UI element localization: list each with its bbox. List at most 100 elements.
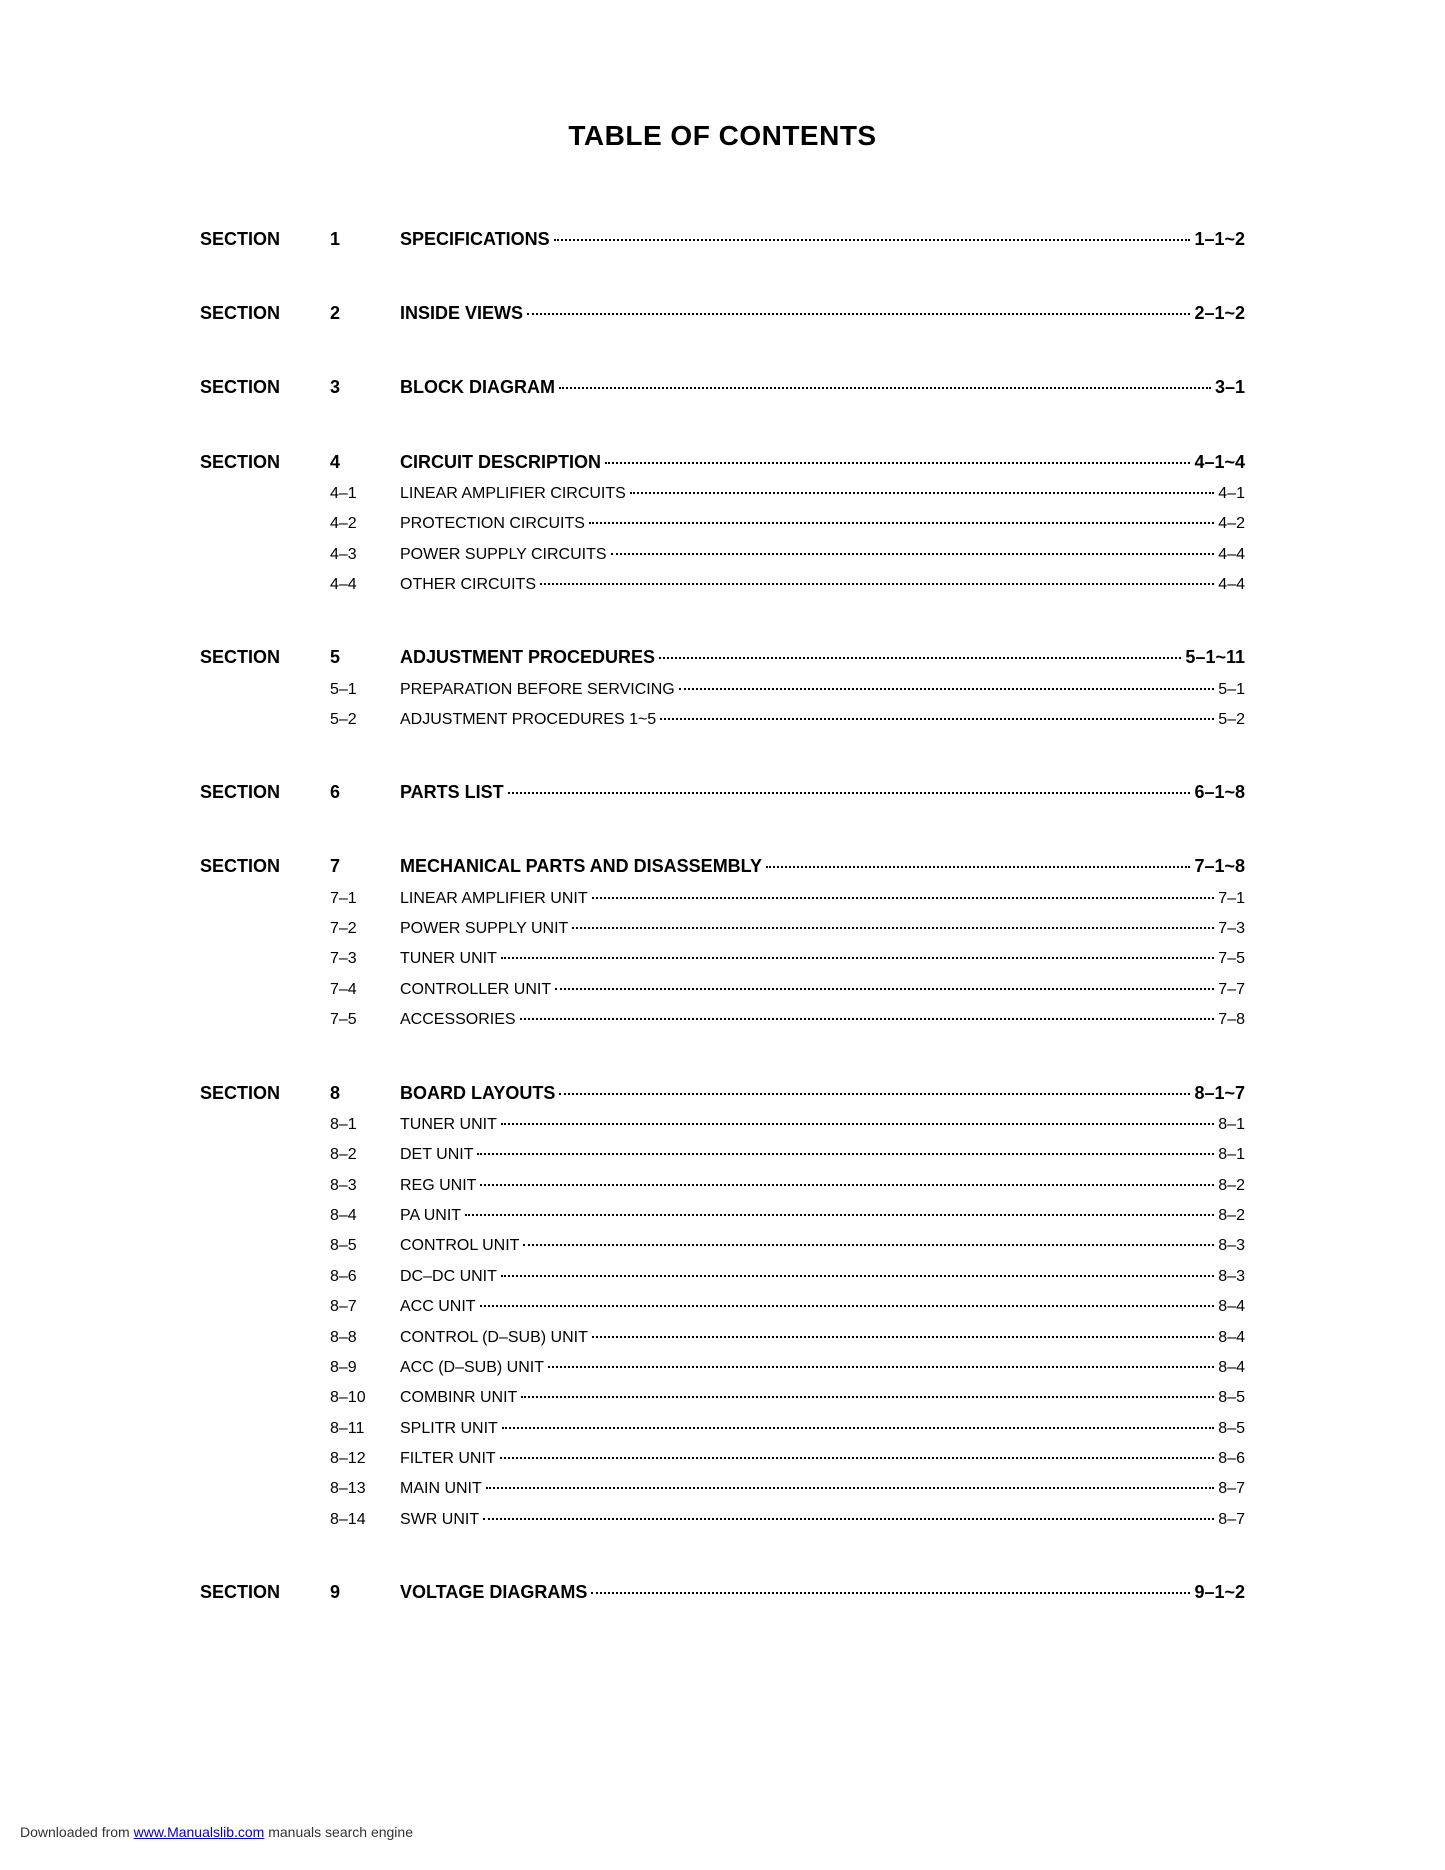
section-label: SECTION [200,775,330,809]
subsection-title: DET UNIT [400,1140,473,1170]
subsection-number: 7–5 [330,1005,400,1035]
subsection-number: 8–3 [330,1171,400,1201]
toc-section-header-row: SECTION7MECHANICAL PARTS AND DISASSEMBLY… [200,849,1245,883]
subsection-title: SWR UNIT [400,1505,479,1535]
subsection-title-cell: CONTROL UNIT 8–3 [400,1231,1245,1261]
subsection-title-cell: DET UNIT 8–1 [400,1140,1245,1170]
subsection-page-ref: 4–4 [1218,570,1245,600]
subsection-title: PA UNIT [400,1201,461,1231]
subsection-title: LINEAR AMPLIFIER CIRCUITS [400,479,626,509]
subsection-title-cell: LINEAR AMPLIFIER CIRCUITS 4–1 [400,479,1245,509]
leader-dots [611,553,1215,555]
subsection-number: 7–2 [330,914,400,944]
toc-subsection-row: 8–2DET UNIT 8–1 [200,1140,1245,1170]
leader-dots [500,1457,1215,1459]
toc-section: SECTION6PARTS LIST 6–1~8 [200,775,1245,809]
section-title-cell: VOLTAGE DIAGRAMS 9–1~2 [400,1575,1245,1609]
footer-suffix: manuals search engine [264,1824,413,1840]
toc-subsection-row: 7–3TUNER UNIT 7–5 [200,944,1245,974]
footer-link[interactable]: www.Manualslib.com [134,1824,265,1840]
toc-subsection-row: 8–11SPLITR UNIT 8–5 [200,1414,1245,1444]
page-title: TABLE OF CONTENTS [200,120,1245,152]
section-number: 3 [330,370,400,404]
subsection-page-ref: 7–7 [1218,975,1245,1005]
section-number: 6 [330,775,400,809]
toc-subsection-row: 8–9ACC (D–SUB) UNIT 8–4 [200,1353,1245,1383]
toc-subsection-row: 8–4PA UNIT 8–2 [200,1201,1245,1231]
section-label: SECTION [200,296,330,330]
subsection-title-cell: POWER SUPPLY CIRCUITS 4–4 [400,540,1245,570]
section-number: 2 [330,296,400,330]
subsection-page-ref: 8–5 [1218,1383,1245,1413]
footer-attribution: Downloaded from www.Manualslib.com manua… [20,1824,413,1840]
subsection-number: 7–1 [330,884,400,914]
subsection-page-ref: 7–5 [1218,944,1245,974]
toc-subsection-row: 4–3POWER SUPPLY CIRCUITS 4–4 [200,540,1245,570]
section-title-cell: PARTS LIST 6–1~8 [400,775,1245,809]
subsection-title-cell: SPLITR UNIT 8–5 [400,1414,1245,1444]
subsection-number: 8–12 [330,1444,400,1474]
section-label: SECTION [200,849,330,883]
subsection-title-cell: TUNER UNIT 7–5 [400,944,1245,974]
section-label: SECTION [200,445,330,479]
section-page-ref: 8–1~7 [1194,1076,1245,1110]
toc-section-header-row: SECTION2INSIDE VIEWS 2–1~2 [200,296,1245,330]
section-title: MECHANICAL PARTS AND DISASSEMBLY [400,849,762,883]
subsection-number: 4–4 [330,570,400,600]
subsection-title: POWER SUPPLY CIRCUITS [400,540,607,570]
subsection-title-cell: ADJUSTMENT PROCEDURES 1~5 5–2 [400,705,1245,735]
subsection-number: 8–10 [330,1383,400,1413]
toc-subsection-row: 8–10COMBINR UNIT 8–5 [200,1383,1245,1413]
leader-dots [555,988,1214,990]
section-page-ref: 9–1~2 [1194,1575,1245,1609]
subsection-title-cell: COMBINR UNIT 8–5 [400,1383,1245,1413]
section-page-ref: 1–1~2 [1194,222,1245,256]
leader-dots [527,313,1190,315]
subsection-title-cell: SWR UNIT 8–7 [400,1505,1245,1535]
subsection-page-ref: 5–2 [1218,705,1245,735]
subsection-number: 8–13 [330,1474,400,1504]
leader-dots [559,1093,1190,1095]
subsection-page-ref: 8–7 [1218,1505,1245,1535]
toc-subsection-row: 8–8CONTROL (D–SUB) UNIT 8–4 [200,1323,1245,1353]
subsection-number: 7–3 [330,944,400,974]
toc-section-header-row: SECTION6PARTS LIST 6–1~8 [200,775,1245,809]
subsection-title-cell: CONTROLLER UNIT 7–7 [400,975,1245,1005]
leader-dots [502,1427,1215,1429]
subsection-number: 8–2 [330,1140,400,1170]
section-title: SPECIFICATIONS [400,222,550,256]
leader-dots [501,957,1214,959]
toc-section: SECTION4CIRCUIT DESCRIPTION 4–1~44–1LINE… [200,445,1245,601]
toc-section: SECTION7MECHANICAL PARTS AND DISASSEMBLY… [200,849,1245,1035]
toc-subsection-row: 7–5ACCESSORIES 7–8 [200,1005,1245,1035]
leader-dots [554,239,1191,241]
subsection-title-cell: MAIN UNIT 8–7 [400,1474,1245,1504]
subsection-number: 5–1 [330,675,400,705]
subsection-number: 8–7 [330,1292,400,1322]
subsection-number: 8–6 [330,1262,400,1292]
subsection-page-ref: 8–2 [1218,1171,1245,1201]
leader-dots [480,1184,1214,1186]
leader-dots [520,1018,1215,1020]
subsection-title: CONTROL UNIT [400,1231,519,1261]
subsection-number: 5–2 [330,705,400,735]
subsection-title: POWER SUPPLY UNIT [400,914,568,944]
subsection-title: SPLITR UNIT [400,1414,498,1444]
toc-subsection-row: 8–5CONTROL UNIT 8–3 [200,1231,1245,1261]
leader-dots [480,1305,1215,1307]
section-label: SECTION [200,640,330,674]
subsection-title-cell: ACCESSORIES 7–8 [400,1005,1245,1035]
subsection-title-cell: POWER SUPPLY UNIT 7–3 [400,914,1245,944]
subsection-title: ADJUSTMENT PROCEDURES 1~5 [400,705,656,735]
subsection-title: MAIN UNIT [400,1474,482,1504]
leader-dots [679,688,1215,690]
leader-dots [659,657,1181,659]
section-title-cell: BOARD LAYOUTS 8–1~7 [400,1076,1245,1110]
subsection-number: 8–9 [330,1353,400,1383]
leader-dots [501,1275,1214,1277]
subsection-number: 4–3 [330,540,400,570]
section-number: 7 [330,849,400,883]
subsection-title: OTHER CIRCUITS [400,570,536,600]
subsection-title: ACC (D–SUB) UNIT [400,1353,544,1383]
section-number: 8 [330,1076,400,1110]
